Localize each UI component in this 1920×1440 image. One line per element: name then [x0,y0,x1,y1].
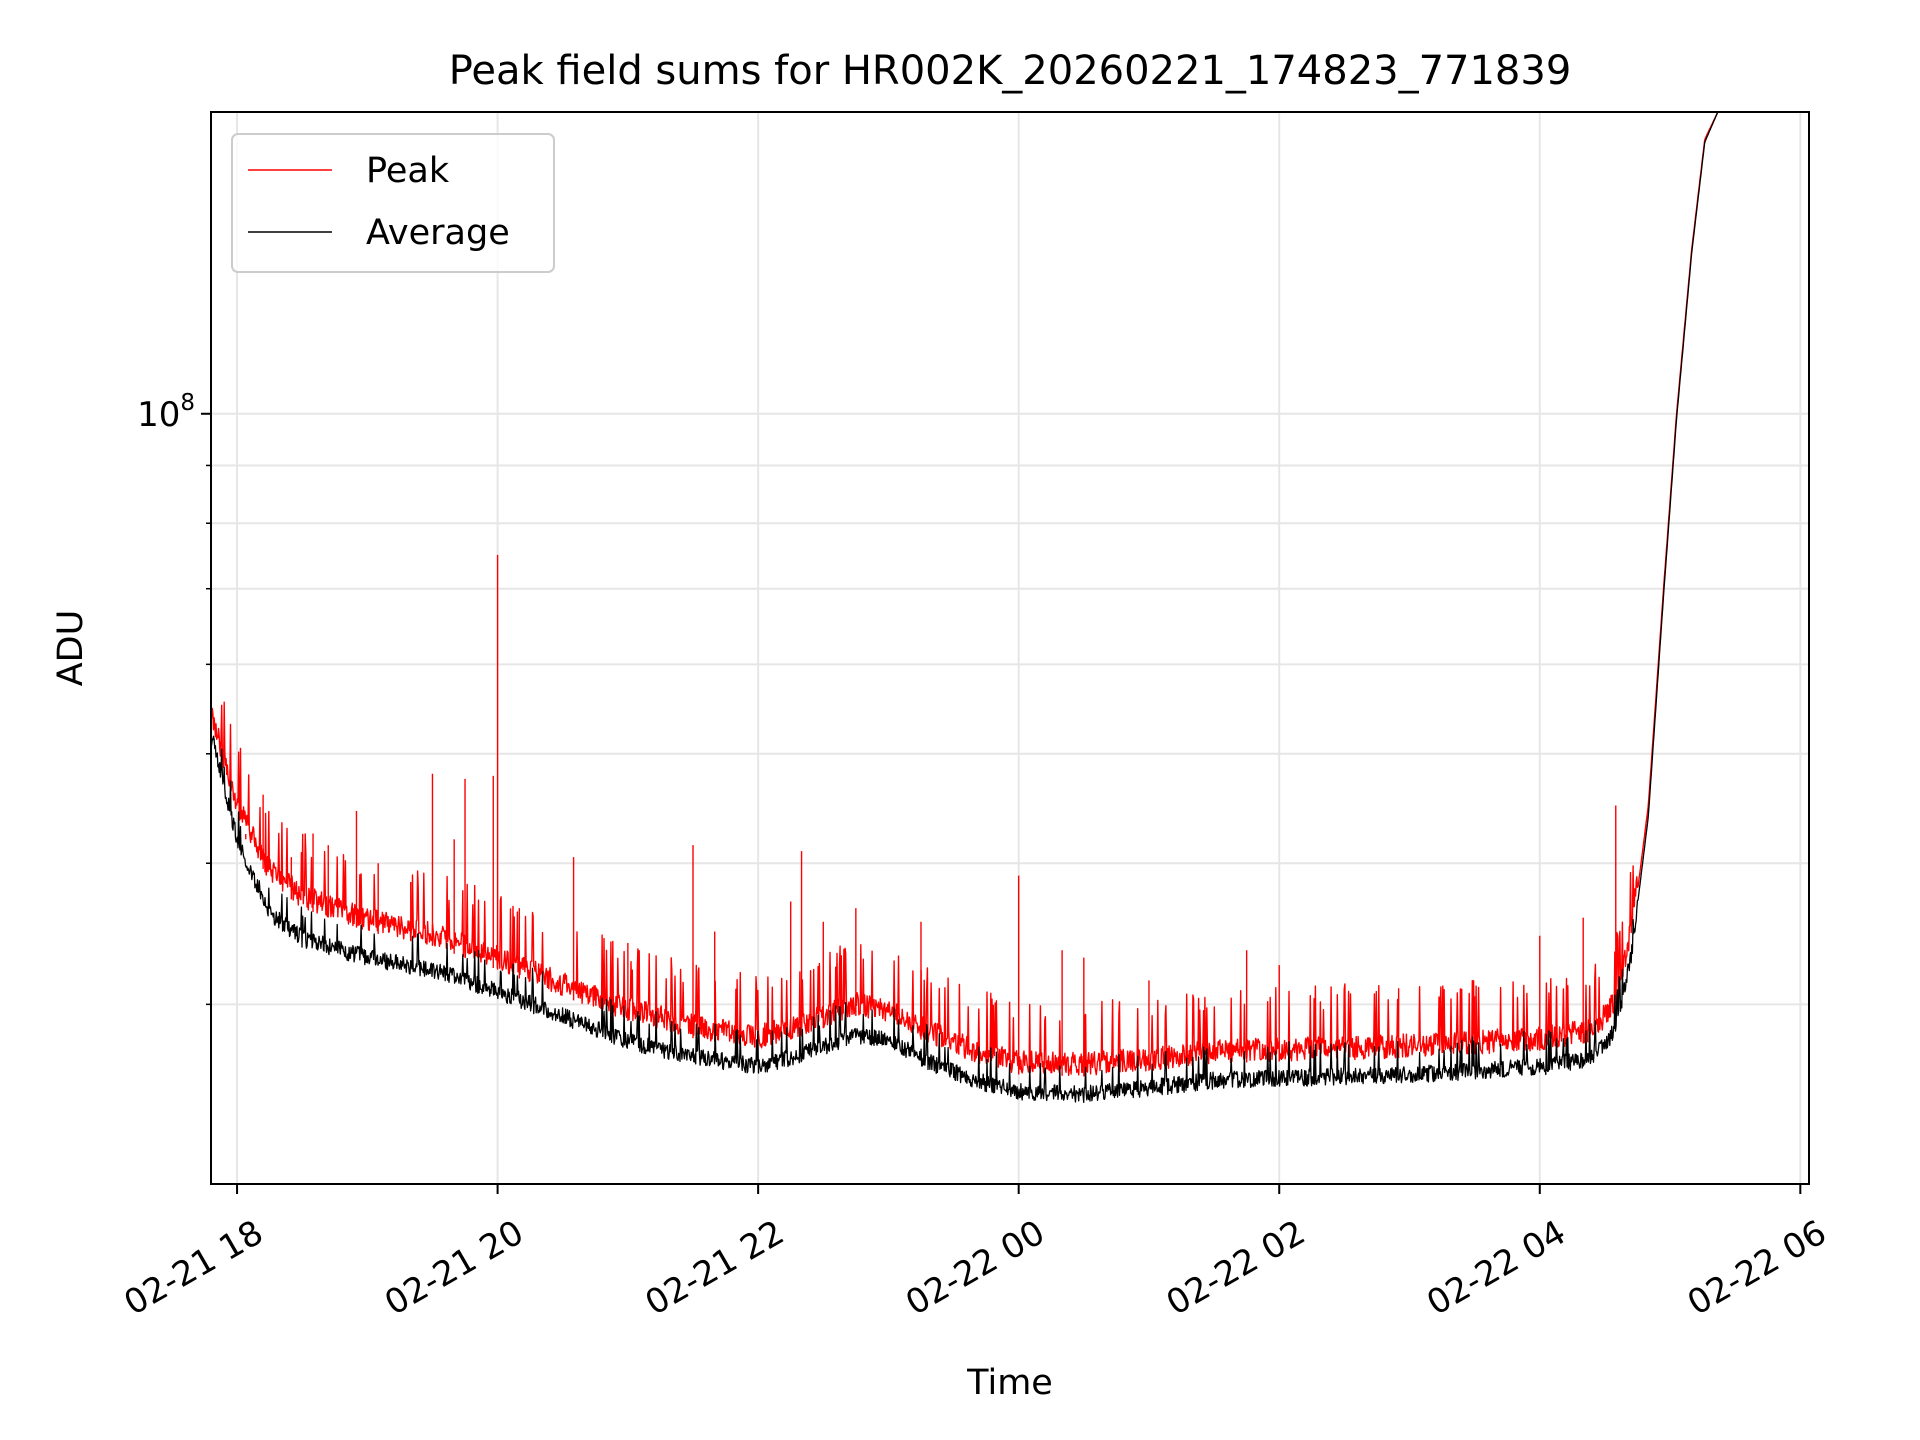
series-peak [211,112,1719,1077]
y-tick-label-exponent: 8 [180,390,195,416]
average-line [211,112,1719,1103]
x-axis-label: Time [966,1363,1053,1403]
y-tick-label: 108 [137,390,195,435]
chart-title: Peak field sums for HR002K_20260221_1748… [449,48,1572,94]
plot-frame [210,111,1810,1185]
y-tick-label-mantissa: 10 [137,395,180,435]
legend-label-peak: Peak [366,151,450,191]
y-axis-label: ADU [51,610,91,687]
legend: Peak Average [231,133,555,273]
grid-lines [211,112,1809,1184]
y-axis: 108 [137,390,211,1006]
legend-label-average: Average [366,213,510,253]
peak-line [211,112,1719,1076]
legend-box [231,133,555,273]
series-average [211,112,1719,1103]
